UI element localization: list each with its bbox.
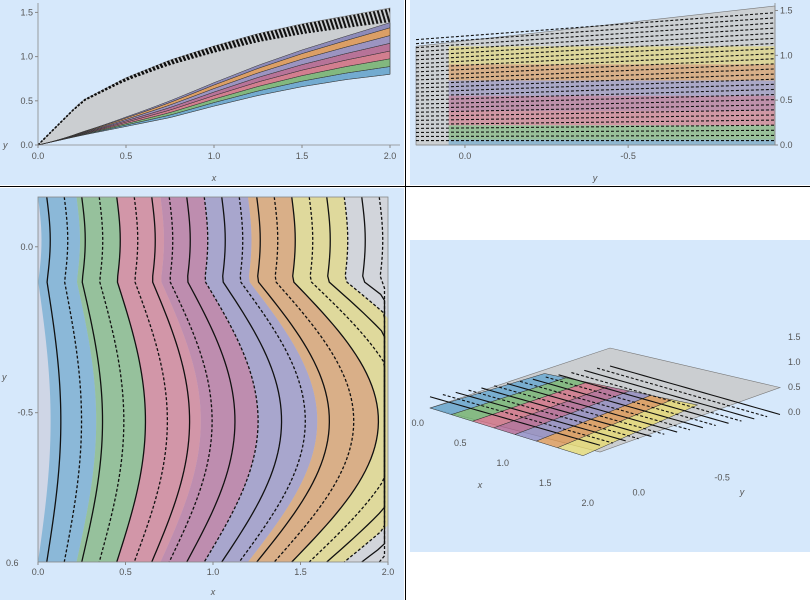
x-tick-label: 1.0 [208,151,221,161]
contour-line [378,196,386,563]
z-tick-label: 0.5 [788,382,801,392]
x-tick-label: 1.0 [207,567,220,577]
contour-line [203,196,259,563]
contour-line [415,12,776,41]
x-tick-label: 2.0 [382,567,395,577]
color-band [556,399,699,456]
z-tick-label: 1.5 [788,332,801,342]
panel-top-left: 0.0 0.5 1.0 1.5 2.0 0.0 0.5 1.0 1.5 x y [0,0,404,185]
chart-3d-surface: 0.0 0.5 1.0 1.5 2.0 0.0 -0.5 0.0 0.5 1.0 1.5 x y [411,332,801,508]
contour-line [545,376,716,427]
x-tick-label: 1.5 [296,151,309,161]
panel-bottom-left: 0.0 0.5 1.0 1.5 2.0 0.0 -0.5 0.6 x y [0,188,404,600]
x-axis-label: x [211,173,217,183]
z-tick-label: 1.0 [788,357,801,367]
corner-label: 0.6 [6,558,19,568]
contour-line [596,367,768,418]
contour-line [116,196,147,563]
x-tick-label: 2.0 [581,498,594,508]
x-tick-label: 0.5 [120,151,133,161]
color-band [448,139,775,145]
contour-line [584,369,755,420]
x-tick-label: 1.5 [539,478,552,488]
contour-line [221,196,283,563]
contour-line [63,196,83,563]
contour-line [442,394,614,444]
x-tick-label: 0.0 [459,151,472,161]
x-axis-label: x [477,480,483,490]
contour-line [558,374,729,424]
panel-bottom-right-3d: 0.0 0.5 1.0 1.5 2.0 0.0 -0.5 0.0 0.5 1.0 1.5 x y [410,240,810,552]
color-band [448,46,775,65]
color-band [37,22,391,146]
y-tick-label: 0.0 [20,140,33,150]
y-tick-label: 1.0 [20,52,33,62]
color-band [160,197,259,562]
contour-line [571,372,742,422]
contour-line [98,196,125,563]
panel-top-right: 0.0 -0.5 0.0 0.5 1.0 1.5 y [410,0,810,185]
color-band [38,197,97,562]
y-tick-label: 1.0 [780,50,793,60]
contour-line [133,196,169,563]
contour-line [532,378,704,429]
y-tick-label: 0.5 [20,96,33,106]
z-tick-label: 0.0 [788,407,801,417]
contour-line [168,196,213,563]
contour-line [506,383,678,433]
chart-top-left: 0.0 0.5 1.0 1.5 2.0 0.0 0.5 1.0 1.5 x y [0,0,400,183]
x-tick-label: 1.5 [294,567,307,577]
contour-line [273,196,355,563]
x-tick-label: 0.5 [454,438,467,448]
x-axis-label: x [210,587,216,597]
y-tick-label: 0.0 [780,140,793,150]
y-tick-label: 0.0 [20,242,33,252]
y-tick-label: 0.5 [780,95,793,105]
x-tick-label: 2.0 [384,151,397,161]
color-band [76,197,146,562]
x-tick-label: -0.5 [620,151,636,161]
contour-line [186,196,236,563]
contour-line [494,385,665,435]
chart-bottom-left: 0.0 0.5 1.0 1.5 2.0 0.0 -0.5 0.6 x y [1,196,395,597]
horizontal-divider [0,186,810,187]
color-band [448,64,775,81]
y-tick-label: 1.5 [780,5,793,15]
contour-line [609,365,781,416]
x-axis-label: y [592,173,598,183]
color-band [204,197,318,562]
color-band [291,197,388,562]
contour-line [291,196,380,563]
y-tick-label: 0.0 [633,488,646,498]
vertical-divider [405,0,406,600]
y-tick-label: 1.5 [20,7,33,17]
contour-line [455,391,626,442]
x-tick-label: 0.0 [411,418,424,428]
contour-line [519,380,691,431]
contour-line [256,196,331,563]
x-tick-label: 0.0 [32,567,45,577]
contour-line [238,196,306,563]
y-axis-label: y [1,372,7,382]
x-tick-label: 0.0 [32,151,45,161]
x-tick-label: 0.5 [119,567,132,577]
chart-top-right: 0.0 -0.5 0.0 0.5 1.0 1.5 y [415,3,793,183]
y-axis-label: y [2,140,8,150]
contour-line [46,196,62,563]
contour-line [481,387,652,437]
contour-line [37,8,391,146]
color-band [448,110,775,126]
contour-line [468,389,639,440]
contour-line [81,196,104,563]
y-tick-label: -0.5 [714,473,730,483]
contour-line [429,396,601,446]
color-band [248,197,379,562]
x-tick-label: 1.0 [496,458,509,468]
y-tick-label: -0.5 [17,408,33,418]
y-axis-label: y [739,487,745,497]
contour-line [151,196,191,563]
